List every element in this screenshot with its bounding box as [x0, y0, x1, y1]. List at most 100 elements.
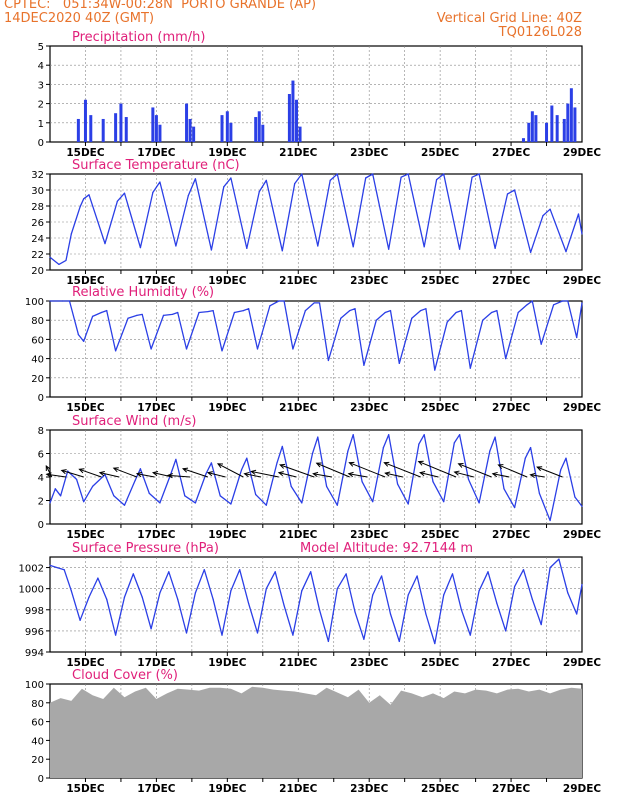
panel5-point: [265, 588, 267, 590]
panel3-point: [455, 311, 457, 314]
panel2-ytick-label: 20: [31, 266, 44, 277]
panel1-bar: [291, 80, 295, 142]
panel5-point: [407, 594, 409, 596]
panel1-bar: [119, 103, 123, 142]
panel2-point: [435, 179, 438, 181]
panel6-xtick-label: 27DEC: [492, 783, 531, 795]
panel4-point: [423, 434, 425, 436]
panel5-point: [141, 596, 143, 598]
panel5-point: [372, 594, 374, 596]
panel4-wind-arrow: [498, 464, 528, 478]
panel3-point: [349, 310, 351, 312]
panel3-point: [269, 305, 271, 307]
header-grid-line: Vertical Grid Line: 40Z: [436, 11, 582, 26]
panel3-point: [567, 300, 569, 302]
panel6-ytick-label: 100: [25, 680, 44, 691]
panel5-point: [283, 604, 285, 607]
panel4-point: [418, 443, 420, 445]
panel3-title: Relative Humidity (%): [72, 285, 214, 300]
panel6-title: Cloud Cover (%): [72, 668, 178, 683]
panel3-point: [505, 358, 507, 360]
panel2-point: [83, 198, 85, 200]
panel5-point: [487, 571, 489, 573]
panel2-point: [301, 173, 303, 175]
panel5-point: [354, 611, 356, 613]
panel4-point: [560, 469, 562, 471]
panel5-point: [425, 613, 427, 615]
panel1-bar: [545, 122, 549, 142]
panel2-point: [423, 246, 425, 248]
panel3-ytick-label: 60: [31, 335, 44, 346]
panel2-point: [372, 173, 374, 175]
panel5-point: [327, 640, 330, 643]
panel4-point: [76, 478, 78, 480]
panel4-wind-arrow: [537, 466, 563, 478]
panel1-bar: [569, 88, 573, 142]
panel2-point: [329, 179, 331, 181]
panel1-bar: [294, 99, 298, 142]
panel5-point: [496, 602, 498, 605]
panel5-point: [132, 573, 134, 575]
panel2-point: [70, 233, 72, 235]
panel5-ytick-label: 996: [25, 627, 44, 638]
panel3-point: [91, 315, 94, 317]
panel1-bar: [76, 118, 80, 142]
panel3-point: [496, 310, 498, 312]
panel4-xtick-label: 25DEC: [421, 529, 460, 541]
panel4-wind-arrowhead: [383, 461, 390, 467]
panel3-series-line: [50, 300, 583, 371]
panel4-point: [276, 462, 278, 464]
panel3-point: [115, 350, 117, 352]
panel5-point: [56, 566, 58, 569]
panel3-point: [469, 367, 471, 369]
panel5-point: [581, 583, 583, 586]
panel6-area: [50, 686, 582, 778]
panel1-bar: [254, 117, 258, 142]
panel4-point: [347, 450, 349, 452]
panel3-point: [411, 317, 413, 319]
panel2-point: [116, 200, 118, 202]
panel3-point: [340, 317, 342, 319]
panel3-point: [212, 310, 214, 312]
panel2-xtick-label: 25DEC: [421, 275, 460, 287]
panel5-ytick-label: 1000: [19, 585, 44, 596]
panel1-ytick-label: 2: [38, 100, 44, 111]
panel1-bar: [566, 103, 570, 142]
panel5-ytick-label: 1002: [19, 564, 44, 575]
panel1-bar: [114, 113, 118, 142]
panel3-point: [517, 311, 519, 314]
panel5-point: [292, 634, 294, 636]
panel4-wind-arrow: [278, 472, 297, 478]
panel4-wind-arrowhead: [347, 471, 354, 478]
panel2-point: [365, 177, 367, 179]
panel2-point: [400, 176, 402, 178]
panel1-bar: [192, 126, 196, 142]
panel3-point: [434, 369, 436, 371]
panel5-point: [203, 569, 205, 571]
panel4-point: [581, 505, 583, 507]
panel4-point: [113, 495, 115, 497]
panel1-xtick-label: 25DEC: [421, 147, 460, 159]
panel1-bar: [562, 118, 566, 142]
panel4-wind-arrowhead: [112, 467, 119, 473]
panel4-point: [194, 502, 197, 504]
panel4-xtick-label: 17DEC: [137, 529, 176, 541]
panel2-point: [352, 246, 354, 248]
panel1-title: Precipitation (mm/h): [72, 30, 205, 45]
panel1-bar: [124, 117, 128, 142]
panel4-point: [240, 469, 243, 471]
panel3-xtick-label: 23DEC: [350, 402, 389, 414]
panel6-xtick-label: 17DEC: [137, 783, 176, 795]
panel4-point: [83, 501, 85, 503]
panel3-point: [398, 362, 400, 364]
panel6-ytick-label: 20: [31, 755, 44, 766]
panel2-point: [471, 176, 473, 178]
panel5-point: [381, 575, 383, 577]
panel2-point: [281, 250, 283, 252]
panel3-point: [384, 311, 386, 314]
panel1-bar: [534, 115, 538, 142]
panel4-point: [210, 462, 212, 464]
panel3-point: [248, 308, 250, 310]
panel4-wind-arrow: [244, 473, 262, 478]
